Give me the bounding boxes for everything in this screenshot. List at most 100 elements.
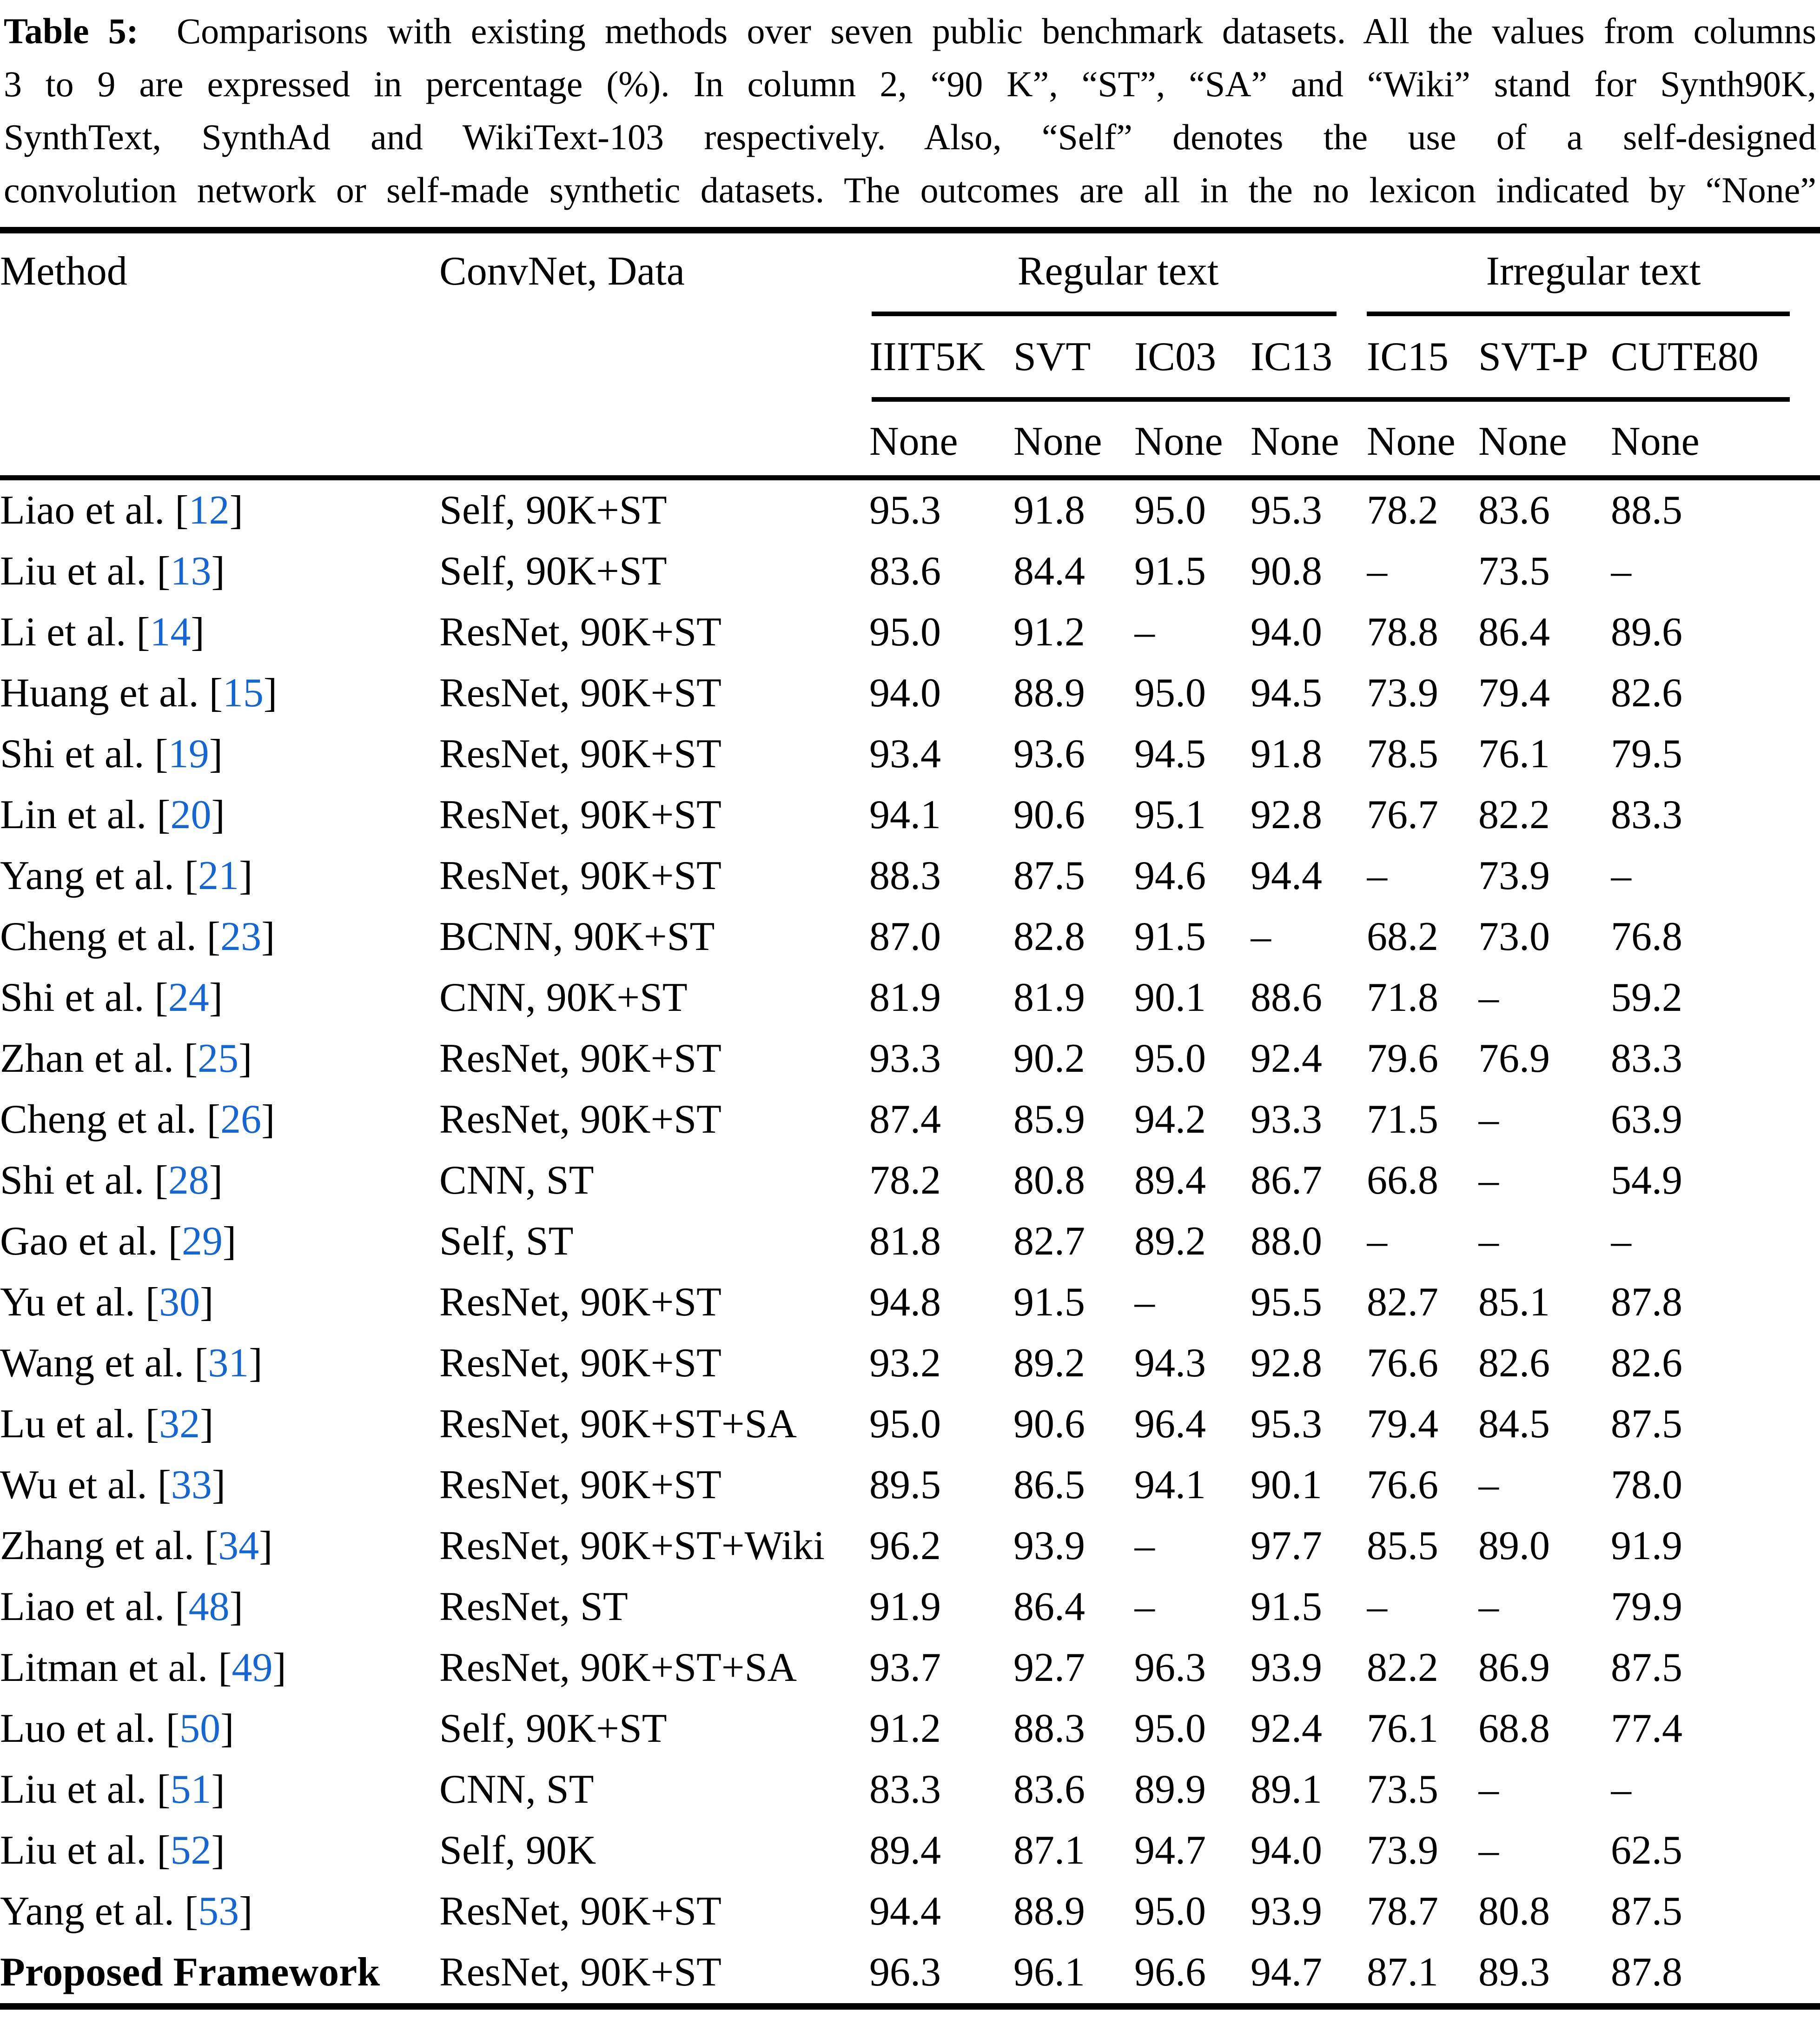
value-cell-cute80: – xyxy=(1611,1219,1632,1264)
value-cell-iiit5k: 93.2 xyxy=(869,1341,941,1386)
value-cell-cute80: 82.6 xyxy=(1611,1341,1683,1386)
value-cell-ic15: 78.8 xyxy=(1367,610,1439,655)
value-cell-ic13: 92.8 xyxy=(1251,1341,1322,1386)
citation-link[interactable]: 20 xyxy=(170,792,212,837)
table-row: Li et al. [14] ResNet, 90K+ST 95.0 91.2 – 94.… xyxy=(0,602,1820,663)
convnet-data-cell: CNN, ST xyxy=(439,1767,594,1812)
value-cell-iiit5k: 83.3 xyxy=(869,1767,941,1812)
table-row: Zhan et al. [25] ResNet, 90K+ST 93.3 90.2 95… xyxy=(0,1029,1820,1089)
citation-link[interactable]: 49 xyxy=(232,1645,273,1690)
value-cell-iiit5k: 83.6 xyxy=(869,549,941,594)
value-cell-ic13: 89.1 xyxy=(1251,1767,1322,1812)
value-cell-svt-p: – xyxy=(1478,1462,1499,1507)
citation-link[interactable]: 52 xyxy=(170,1828,212,1873)
citation-link[interactable]: 24 xyxy=(168,975,209,1020)
citation-link[interactable]: 26 xyxy=(220,1097,262,1142)
method-name: Proposed Framework xyxy=(0,1950,380,1995)
citation-link[interactable]: 32 xyxy=(159,1401,200,1447)
value-cell-iiit5k: 81.9 xyxy=(869,975,941,1020)
value-cell-svt: 90.6 xyxy=(1013,1401,1085,1447)
lexicon-cell: None xyxy=(869,419,958,464)
table-top-rule xyxy=(0,227,1820,233)
value-cell-cute80: 62.5 xyxy=(1611,1828,1683,1873)
method-cell: Yu et al. [30] xyxy=(0,1280,214,1325)
datasets-rule xyxy=(872,397,1790,402)
value-cell-ic13: 93.3 xyxy=(1251,1097,1322,1142)
method-name: Shi et al. xyxy=(0,1158,145,1203)
value-cell-ic13: 93.9 xyxy=(1251,1889,1322,1934)
convnet-data-cell: ResNet, 90K+ST xyxy=(439,792,721,837)
citation-link[interactable]: 28 xyxy=(168,1158,209,1203)
table-header-row-groups: Method ConvNet, Data Regular text Irregu… xyxy=(0,233,1820,304)
citation-link[interactable]: 48 xyxy=(188,1584,230,1629)
value-cell-ic15: 71.5 xyxy=(1367,1097,1439,1142)
method-name: Yu et al. xyxy=(0,1280,135,1325)
citation-link[interactable]: 23 xyxy=(220,914,262,959)
value-cell-svt: 88.3 xyxy=(1013,1706,1085,1751)
value-cell-iiit5k: 88.3 xyxy=(869,853,941,898)
citation-link[interactable]: 25 xyxy=(198,1036,239,1081)
citation-link[interactable]: 50 xyxy=(179,1706,221,1751)
value-cell-cute80: 91.9 xyxy=(1611,1523,1683,1568)
dataset-header-iiit5k: IIIT5K xyxy=(869,334,986,379)
table-row: Liu et al. [52] Self, 90K 89.4 87.1 94.7 94.0… xyxy=(0,1820,1820,1881)
method-name: Shi et al. xyxy=(0,731,145,777)
citation-link[interactable]: 31 xyxy=(208,1341,249,1386)
lexicon-cell: None xyxy=(1367,419,1456,464)
table-row: Yang et al. [53] ResNet, 90K+ST 94.4 88.9 95… xyxy=(0,1881,1820,1942)
value-cell-cute80: – xyxy=(1611,549,1632,594)
dataset-header-svt-p: SVT-P xyxy=(1478,334,1588,379)
method-name: Yang et al. xyxy=(0,1889,174,1934)
citation-link[interactable]: 53 xyxy=(198,1889,239,1934)
value-cell-ic15: 73.9 xyxy=(1367,1828,1439,1873)
method-name: Zhan et al. xyxy=(0,1036,174,1081)
table-row: Liu et al. [51] CNN, ST 83.3 83.6 89.9 89.1 73… xyxy=(0,1759,1820,1820)
method-name: Liu et al. xyxy=(0,1767,147,1812)
convnet-data-cell: CNN, 90K+ST xyxy=(439,975,688,1020)
header-body-separator-row xyxy=(0,475,1820,480)
value-cell-ic15: – xyxy=(1367,1584,1388,1629)
citation-link[interactable]: 15 xyxy=(222,671,264,716)
convnet-data-cell: Self, 90K+ST xyxy=(439,549,667,594)
value-cell-ic13: 95.3 xyxy=(1251,488,1322,533)
citation-link[interactable]: 13 xyxy=(170,549,212,594)
value-cell-ic03: – xyxy=(1134,1523,1155,1568)
value-cell-ic15: 76.6 xyxy=(1367,1462,1439,1507)
value-cell-ic15: 78.2 xyxy=(1367,488,1439,533)
table-row: Luo et al. [50] Self, 90K+ST 91.2 88.3 95.0 9… xyxy=(0,1699,1820,1759)
value-cell-ic15: 85.5 xyxy=(1367,1523,1439,1568)
value-cell-ic03: 94.5 xyxy=(1134,731,1206,777)
citation-link[interactable]: 51 xyxy=(170,1767,212,1812)
table-row: Shi et al. [28] CNN, ST 78.2 80.8 89.4 86.7 66… xyxy=(0,1150,1820,1211)
citation-link[interactable]: 21 xyxy=(198,853,239,898)
table-row: Liu et al. [13] Self, 90K+ST 83.6 84.4 91.5 9… xyxy=(0,541,1820,602)
citation-link[interactable]: 29 xyxy=(181,1219,223,1264)
value-cell-ic13: 94.4 xyxy=(1251,853,1322,898)
value-cell-cute80: – xyxy=(1611,853,1632,898)
value-cell-ic15: – xyxy=(1367,853,1388,898)
citation-link[interactable]: 14 xyxy=(150,610,191,655)
value-cell-ic03: 89.2 xyxy=(1134,1219,1206,1264)
value-cell-svt-p: 82.6 xyxy=(1478,1341,1550,1386)
method-name: Shi et al. xyxy=(0,975,145,1020)
citation-link[interactable]: 19 xyxy=(168,731,209,777)
table-row: Liao et al. [12] Self, 90K+ST 95.3 91.8 95.0… xyxy=(0,480,1820,541)
value-cell-ic03: – xyxy=(1134,1280,1155,1325)
citation-link[interactable]: 34 xyxy=(218,1523,259,1568)
value-cell-cute80: 89.6 xyxy=(1611,610,1683,655)
lexicon-cell: None xyxy=(1134,419,1223,464)
method-cell: Wu et al. [33] xyxy=(0,1462,226,1507)
value-cell-svt: 84.4 xyxy=(1013,549,1085,594)
value-cell-svt-p: – xyxy=(1478,1219,1499,1264)
convnet-data-cell: ResNet, ST xyxy=(439,1584,628,1629)
convnet-data-cell: ResNet, 90K+ST+Wiki xyxy=(439,1523,825,1568)
value-cell-cute80: 78.0 xyxy=(1611,1462,1683,1507)
convnet-data-cell: ResNet, 90K+ST xyxy=(439,853,721,898)
citation-link[interactable]: 33 xyxy=(171,1462,212,1507)
citation-link[interactable]: 30 xyxy=(159,1280,200,1325)
citation-link[interactable]: 12 xyxy=(188,488,230,533)
value-cell-ic03: 94.3 xyxy=(1134,1341,1206,1386)
convnet-data-cell: ResNet, 90K+ST xyxy=(439,731,721,777)
value-cell-svt-p: 76.1 xyxy=(1478,731,1550,777)
